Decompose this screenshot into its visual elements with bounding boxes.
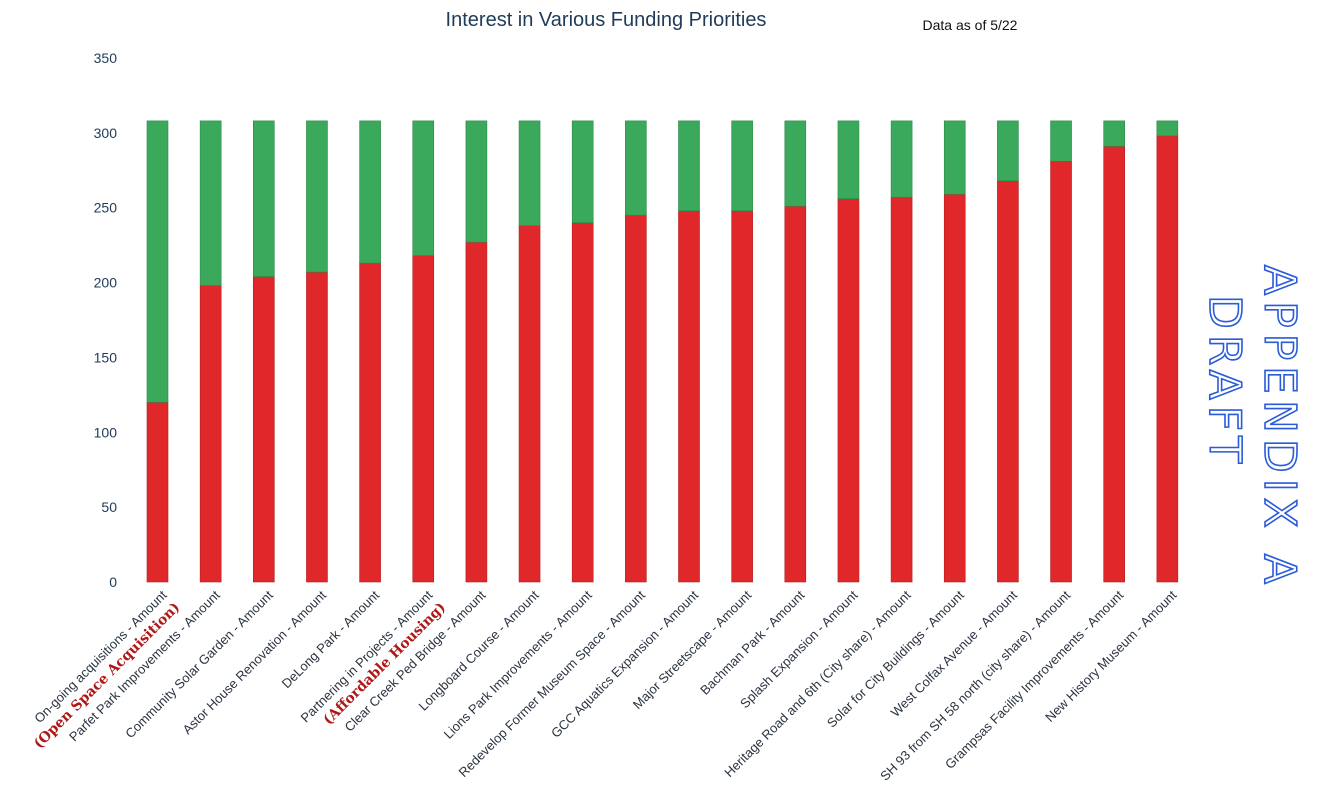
- bars: [146, 120, 1179, 583]
- y-tick-label: 300: [94, 125, 118, 141]
- bar-segment-red: [1156, 135, 1179, 583]
- x-tick-label: Redevelop Former Museum Space - Amount: [455, 587, 648, 780]
- y-tick-label: 350: [94, 50, 118, 66]
- bar-segment-green: [731, 120, 753, 212]
- bar-segment-green: [571, 120, 594, 223]
- bar-segment-green: [359, 120, 381, 264]
- bar-segment-red: [997, 180, 1019, 583]
- y-tick-label: 250: [94, 200, 118, 216]
- bar-segment-red: [199, 285, 222, 583]
- bar-segment-green: [837, 120, 860, 200]
- bar-segment-green: [1103, 120, 1125, 147]
- bar-segment-red: [784, 205, 807, 583]
- handwritten-draft: DRAFT: [1199, 295, 1250, 469]
- bar-segment-green: [784, 120, 807, 207]
- bar-segment-green: [890, 120, 913, 198]
- bar-segment-green: [1050, 120, 1072, 162]
- bar-segment-green: [412, 120, 435, 256]
- handwritten-annotation: APPENDIX A DRAFT: [1198, 264, 1306, 591]
- y-axis: 0 50 100 150 200 250 300 350: [94, 50, 118, 590]
- y-tick-label: 100: [94, 424, 118, 440]
- y-tick-label: 50: [101, 499, 117, 515]
- bar-segment-red: [465, 241, 488, 583]
- bar-segment-green: [146, 120, 169, 403]
- bar-segment-green: [678, 120, 700, 212]
- bar-segment-red: [678, 210, 700, 583]
- y-tick-label: 0: [109, 574, 117, 590]
- x-tick-sublabel: (Open Space Acquisition): [31, 600, 183, 752]
- x-axis-labels: On-going acquisitions - Amount(Open Spac…: [31, 587, 1180, 783]
- bar-segment-green: [465, 120, 488, 243]
- x-tick-label: SH 93 from SH 58 north (city share) - Am…: [877, 587, 1073, 783]
- bar-segment-red: [412, 255, 435, 583]
- x-tick-label: Bachman Park - Amount: [697, 587, 808, 698]
- y-tick-label: 200: [94, 275, 118, 291]
- bar-segment-red: [571, 222, 594, 583]
- y-tick-label: 150: [94, 349, 118, 365]
- bar-segment-red: [1103, 146, 1125, 583]
- bar-segment-green: [1156, 120, 1179, 137]
- bar-segment-red: [146, 402, 169, 583]
- bar-segment-green: [306, 120, 328, 273]
- bar-segment-red: [837, 198, 860, 583]
- bar-segment-red: [253, 276, 275, 583]
- bar-segment-green: [518, 120, 541, 226]
- bar-segment-green: [997, 120, 1019, 182]
- bar-segment-red: [731, 210, 753, 583]
- bar-segment-red: [306, 271, 328, 583]
- x-tick-label: Heritage Road and 6th (City share) - Amo…: [721, 587, 914, 780]
- data-date-note: Data as of 5/22: [923, 17, 1018, 33]
- bar-segment-red: [359, 262, 381, 583]
- bar-segment-red: [1050, 161, 1072, 583]
- bar-segment-red: [890, 196, 913, 583]
- handwritten-appendix-a: APPENDIX A: [1254, 265, 1305, 590]
- bar-segment-red: [943, 193, 966, 583]
- bar-segment-red: [625, 214, 647, 583]
- bar-segment-green: [943, 120, 966, 195]
- chart-title: Interest in Various Funding Priorities: [446, 9, 767, 31]
- bar-segment-green: [625, 120, 647, 216]
- bar-segment-red: [518, 225, 541, 583]
- bar-segment-green: [253, 120, 275, 277]
- bar-segment-green: [199, 120, 222, 286]
